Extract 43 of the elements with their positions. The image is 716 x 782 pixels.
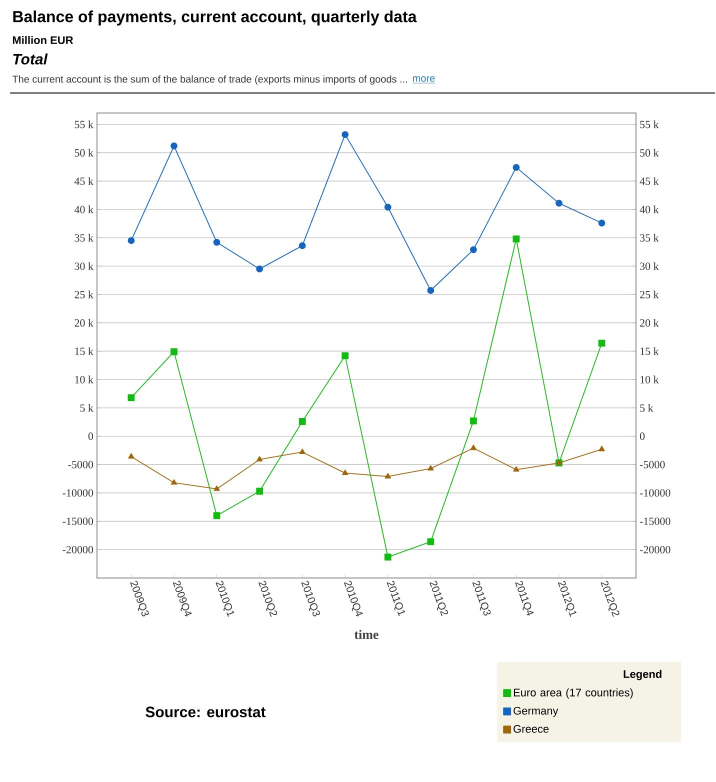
y-tick-label: 5 k xyxy=(80,404,94,412)
y-tick-label: 50 k xyxy=(75,148,94,157)
y2-tick-label: -10000 xyxy=(640,489,671,497)
y2-tick-label: 20 k xyxy=(640,318,660,327)
y2-tick-label: 0 xyxy=(640,432,645,440)
text: The current account is the sum of the balance of trade (exports minus imports of goods ... xyxy=(12,75,408,85)
chart-title: Balance of payments, current account, quarterly data xyxy=(14,10,418,26)
chart-subtitle: Million EUR xyxy=(13,36,74,44)
y-tick-label: -10000 xyxy=(62,489,94,497)
y-tick-label: 0 xyxy=(88,432,94,440)
legend-title: Legend xyxy=(624,670,662,680)
y-tick-label: 10 k xyxy=(75,376,94,384)
y-tick-label: 55 k xyxy=(75,120,94,128)
x-axis-title: time xyxy=(354,630,379,639)
legend-label: Germany xyxy=(514,706,558,717)
legend-label: Euro area (17 countries) xyxy=(514,688,634,699)
y2-tick-label: 55 k xyxy=(640,120,660,128)
y-tick-label: 20 k xyxy=(74,318,94,327)
y2-tick-label: 30 k xyxy=(640,262,660,270)
y2-tick-label: 40 k xyxy=(640,206,660,214)
y2-tick-label: 25 k xyxy=(640,290,660,298)
y-tick-label: 15 k xyxy=(75,347,94,356)
text: more xyxy=(413,76,435,82)
text: Total xyxy=(14,53,48,64)
y-tick-label: -5000 xyxy=(68,460,94,468)
y-tick-label: -15000 xyxy=(62,518,94,526)
y-tick-label: 25 k xyxy=(74,290,94,298)
source-note: Source: eurostat xyxy=(146,706,266,718)
y2-tick-label: 5 k xyxy=(640,404,654,412)
y2-tick-label: 50 k xyxy=(640,148,660,157)
y2-tick-label: 45 k xyxy=(640,177,660,185)
y-tick-label: -20000 xyxy=(62,546,94,554)
y2-tick-label: 35 k xyxy=(640,234,660,242)
y2-tick-label: -20000 xyxy=(640,546,671,554)
y2-tick-label: -15000 xyxy=(640,518,671,526)
y-tick-label: 45 k xyxy=(74,177,94,185)
y2-tick-label: 10 k xyxy=(640,376,660,384)
y-tick-label: 35 k xyxy=(75,234,94,242)
y2-tick-label: 15 k xyxy=(640,347,660,356)
legend-label: Greece xyxy=(514,725,549,733)
y-tick-label: 40 k xyxy=(74,206,94,214)
y-tick-label: 30 k xyxy=(75,262,94,270)
y2-tick-label: -5000 xyxy=(640,460,666,468)
